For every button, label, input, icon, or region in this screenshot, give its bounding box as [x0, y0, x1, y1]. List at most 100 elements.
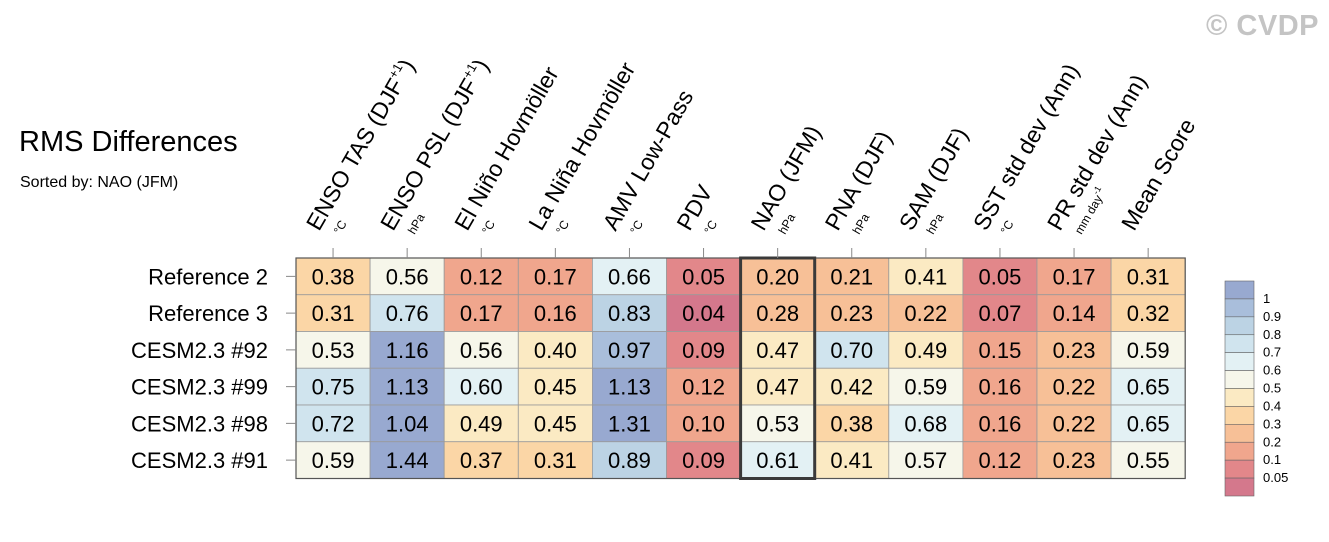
- heatmap-cell: [1110, 367, 1186, 406]
- cell-value: 0.47: [756, 375, 799, 400]
- cell-value: 0.16: [534, 301, 577, 326]
- row-label: CESM2.3 #99: [131, 375, 268, 400]
- column-header: PNA (DJF)hPa: [820, 126, 897, 236]
- cell-value: 0.47: [756, 338, 799, 363]
- colorbar-tick-label: 0.05: [1263, 470, 1288, 485]
- cell-value: 0.17: [460, 301, 503, 326]
- colorbar-tick-label: 0.4: [1263, 398, 1281, 413]
- cell-value: 0.38: [312, 264, 355, 289]
- cell-value: 0.70: [830, 338, 873, 363]
- cell-value: 0.32: [1127, 301, 1170, 326]
- cell-value: 0.22: [1053, 375, 1096, 400]
- cell-value: 0.31: [534, 448, 577, 473]
- cell-value: 0.42: [830, 375, 873, 400]
- colorbar-tick-label: 1: [1263, 291, 1270, 306]
- cell-value: 0.10: [682, 411, 725, 436]
- cell-value: 0.09: [682, 448, 725, 473]
- heatmap-cell: [666, 257, 741, 296]
- heatmap-cell: [962, 257, 1038, 296]
- cell-value: 0.66: [608, 264, 651, 289]
- cell-value: 0.83: [608, 301, 651, 326]
- cell-value: 1.16: [386, 338, 429, 363]
- cell-value: 1.13: [386, 375, 429, 400]
- heatmap-cell: [1036, 441, 1112, 479]
- heatmap-cell: [666, 404, 741, 443]
- cell-value: 0.12: [682, 375, 725, 400]
- cell-value: 1.13: [608, 375, 651, 400]
- heatmap-cell: [517, 331, 593, 369]
- colorbar-tick-label: 0.2: [1263, 434, 1281, 449]
- heatmap-cell: [1036, 404, 1112, 443]
- cell-value: 0.55: [1127, 448, 1170, 473]
- heatmap-cell: [814, 294, 890, 332]
- heatmap-cell: [295, 367, 371, 406]
- cell-value: 0.17: [534, 264, 577, 289]
- cell-value: 0.21: [830, 264, 873, 289]
- cell-value: 0.31: [1127, 264, 1170, 289]
- cell-value: 0.72: [312, 411, 355, 436]
- cell-value: 0.65: [1127, 411, 1170, 436]
- colorbar-tick-label: 0.9: [1263, 309, 1281, 324]
- heatmap-cell: [666, 294, 741, 332]
- column-unit: °C: [553, 218, 572, 237]
- heatmap-cell: [888, 441, 964, 479]
- cell-value: 0.23: [830, 301, 873, 326]
- cell-value: 0.53: [756, 411, 799, 436]
- cell-value: 0.49: [460, 411, 503, 436]
- cell-value: 0.31: [312, 301, 355, 326]
- column-unit: °C: [331, 218, 350, 237]
- heatmap-cell: [740, 257, 816, 296]
- cell-value: 0.40: [534, 338, 577, 363]
- cell-value: 0.38: [830, 411, 873, 436]
- heatmap-cell: [443, 404, 519, 443]
- cell-value: 0.75: [312, 375, 355, 400]
- colorbar-tick-label: 0.5: [1263, 381, 1281, 396]
- heatmap-cell: [369, 367, 445, 406]
- cell-value: 0.57: [904, 448, 947, 473]
- cell-value: 0.28: [756, 301, 799, 326]
- column-label: Mean Score: [1116, 114, 1201, 234]
- column-unit: °C: [998, 218, 1017, 237]
- colorbar-bin: [1224, 388, 1255, 407]
- cell-value: 0.23: [1053, 338, 1096, 363]
- cell-value: 1.04: [386, 411, 429, 436]
- cell-value: 0.53: [312, 338, 355, 363]
- column-unit: °C: [479, 218, 498, 237]
- heatmap-cell: [666, 367, 741, 406]
- heatmap-cell: [814, 441, 890, 479]
- cell-value: 0.76: [386, 301, 429, 326]
- heatmap-cell: [443, 294, 519, 332]
- cell-value: 0.23: [1053, 448, 1096, 473]
- colorbar-bin: [1224, 316, 1255, 336]
- cell-value: 0.41: [904, 264, 947, 289]
- cell-value: 0.49: [904, 338, 947, 363]
- cell-value: 0.05: [682, 264, 725, 289]
- colorbar-bin: [1224, 298, 1255, 318]
- heatmap-cell: [962, 404, 1038, 443]
- heatmap-cell: [1036, 367, 1112, 406]
- column-unit: °C: [701, 218, 720, 237]
- column-unit: °C: [627, 218, 646, 237]
- heatmap-cell: [1036, 331, 1112, 369]
- heatmap-cell: [814, 257, 890, 296]
- cell-value: 0.20: [756, 264, 799, 289]
- cell-value: 0.37: [460, 448, 503, 473]
- cell-value: 0.45: [534, 411, 577, 436]
- cell-value: 0.17: [1053, 264, 1096, 289]
- heatmap-cell: [295, 404, 371, 443]
- colorbar-tick-label: 0.8: [1263, 327, 1281, 342]
- cell-value: 0.22: [904, 301, 947, 326]
- cell-value: 0.68: [904, 411, 947, 436]
- heatmap-cell: [814, 404, 890, 443]
- cell-value: 0.56: [386, 264, 429, 289]
- heatmap-cell: [517, 294, 593, 332]
- colorbar-tick-label: 0.7: [1263, 345, 1281, 360]
- heatmap-cell: [592, 404, 667, 443]
- heatmap-cell: [592, 331, 667, 369]
- heatmap-cell: [517, 367, 593, 406]
- cell-value: 0.16: [979, 375, 1022, 400]
- colorbar-bin: [1224, 459, 1255, 479]
- cell-value: 0.14: [1053, 301, 1096, 326]
- cell-value: 0.59: [312, 448, 355, 473]
